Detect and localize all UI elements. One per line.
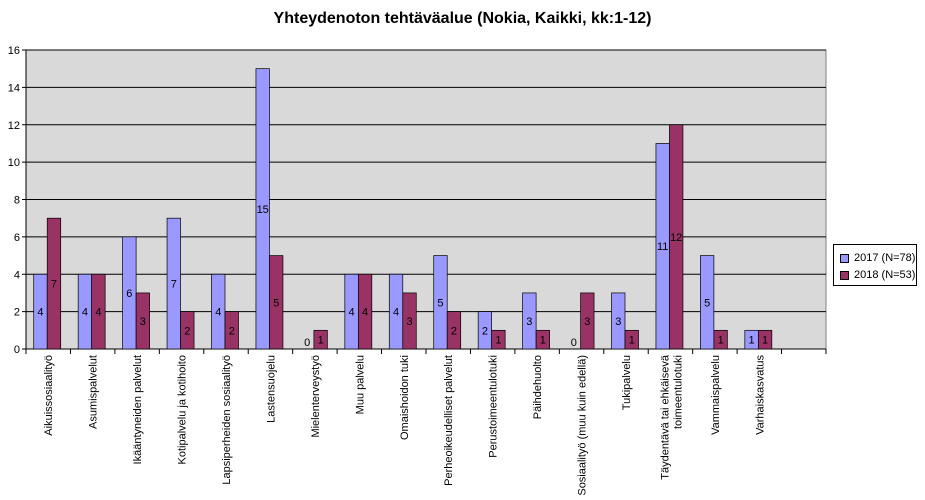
bar [224,311,239,350]
data-label: 4 [362,307,368,319]
category-label: Perheoikeudelliset palvelut [443,355,455,486]
category-label: Kotipalvelu ja kotihoito [177,355,189,464]
category-label: Vammaispalvelu [710,355,722,435]
data-label: 7 [51,279,57,291]
data-label: 7 [171,279,177,291]
data-label: 4 [349,307,355,319]
bar [180,311,195,350]
y-tick-label: 8 [14,195,20,207]
bar [700,255,715,350]
data-label: 2 [451,325,457,337]
data-label: 4 [82,307,88,319]
data-label: 3 [615,316,621,328]
category-label: Lapsiperheiden sosiaalityö [221,355,233,485]
y-tick-label: 14 [8,82,20,94]
bar [313,329,328,350]
legend-item-series-1: 2017 (N=78) [840,252,915,264]
category-label: Lastensuojelu [265,355,277,423]
category-label: Tukipalvelu [621,355,633,410]
bar [402,292,417,350]
category-label: Omaishoidon tuki [399,355,411,440]
data-label: 0 [571,337,577,349]
legend-swatch-series-2 [840,270,849,280]
bar [611,292,626,350]
data-label: 6 [126,288,132,300]
legend-item-series-2: 2018 (N=53) [840,269,915,281]
legend: 2017 (N=78) 2018 (N=53) [833,244,917,286]
category-label: toimeentulotuki [672,355,684,429]
y-tick-label: 6 [14,232,20,244]
bar [669,124,684,350]
category-label: Mielenterveystyö [310,355,322,438]
bar [580,292,595,350]
bar [46,217,62,350]
data-label: 1 [749,335,755,347]
category-label: Päihdehuolto [532,355,544,419]
bar [166,217,181,350]
bar [491,329,506,350]
data-label: 1 [495,335,501,347]
legend-swatch-series-1 [840,253,849,263]
data-label: 3 [406,316,412,328]
category-label: Ikääntyneiden palvelut [132,355,144,464]
data-label: 0 [304,337,310,349]
category-label: Sosiaalityö (muu kuin edellä) [577,355,589,496]
y-tick-label: 12 [8,120,20,132]
bar [433,255,448,350]
bar [269,255,284,350]
bar [357,273,373,350]
category-label: Täydentävä tai ehkäisevä [659,354,671,480]
data-label: 2 [482,325,488,337]
data-label: 5 [437,297,443,309]
category-label: Perustoimeentulotuki [488,355,500,458]
bar [522,292,537,350]
data-label: 4 [37,307,43,319]
bar [255,68,270,350]
data-label: 2 [184,325,190,337]
data-label: 3 [584,316,590,328]
bar [91,273,106,350]
data-label: 1 [762,335,768,347]
data-label: 5 [273,297,279,309]
data-label: 4 [215,307,221,319]
data-label: 11 [657,241,668,253]
data-label: 3 [526,316,532,328]
legend-label-series-2: 2018 (N=53) [854,269,916,281]
category-label: Varhaiskasvatus [754,355,766,435]
y-tick-label: 2 [14,307,20,319]
data-label: 2 [229,325,235,337]
data-label: 1 [629,335,635,347]
chart-title: Yhteydenoton tehtäväalue (Nokia, Kaikki,… [273,10,652,27]
data-label: 1 [318,335,324,347]
data-label: 4 [393,307,399,319]
y-tick-label: 0 [14,344,20,356]
data-label: 1 [540,335,546,347]
data-label: 15 [257,204,269,216]
data-label: 5 [704,297,710,309]
bar [535,329,550,350]
bar [446,311,462,350]
category-label: Asumispalvelut [88,355,100,429]
data-label: 4 [95,307,101,319]
y-tick-label: 10 [8,157,20,169]
y-tick-label: 4 [14,269,20,281]
bar [757,329,773,350]
category-label: Aikuissosiaalityö [43,355,55,436]
category-label: Muu palvelu [354,355,366,414]
bar [713,329,728,350]
legend-label-series-1: 2017 (N=78) [854,252,916,264]
bar [135,292,150,350]
bar [624,329,639,350]
data-label: 3 [140,316,146,328]
y-tick-label: 16 [8,45,20,57]
data-label: 12 [670,232,682,244]
data-label: 1 [718,335,724,347]
